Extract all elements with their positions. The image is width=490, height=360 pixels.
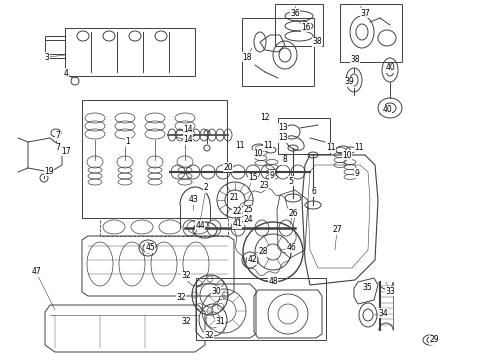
Text: 33: 33 xyxy=(385,287,395,296)
Text: 10: 10 xyxy=(253,148,263,158)
Text: 47: 47 xyxy=(31,267,41,276)
Text: 21: 21 xyxy=(229,193,239,202)
Bar xyxy=(82,100,227,218)
Text: 23: 23 xyxy=(259,180,269,189)
Text: 38: 38 xyxy=(350,55,360,64)
Text: 42: 42 xyxy=(247,256,257,265)
Text: 38: 38 xyxy=(312,37,322,46)
Text: 37: 37 xyxy=(360,9,370,18)
Text: 40: 40 xyxy=(385,63,395,72)
Text: 5: 5 xyxy=(289,176,294,185)
Text: 14: 14 xyxy=(183,126,193,135)
Text: 39: 39 xyxy=(344,77,354,86)
Text: 45: 45 xyxy=(145,243,155,252)
Text: 40: 40 xyxy=(382,105,392,114)
Text: 46: 46 xyxy=(286,243,296,252)
Text: 11: 11 xyxy=(263,141,273,150)
Text: 44: 44 xyxy=(195,220,205,230)
Text: 43: 43 xyxy=(188,195,198,204)
Text: 7: 7 xyxy=(55,144,60,153)
Text: 9: 9 xyxy=(355,168,360,177)
Text: 7: 7 xyxy=(55,131,60,140)
Text: 1: 1 xyxy=(125,138,130,147)
Text: 26: 26 xyxy=(288,208,298,217)
Text: 32: 32 xyxy=(176,292,186,302)
Text: 10: 10 xyxy=(342,150,352,159)
Text: 35: 35 xyxy=(362,283,372,292)
Text: 36: 36 xyxy=(290,9,300,18)
Text: 20: 20 xyxy=(223,162,233,171)
Text: 14: 14 xyxy=(183,135,193,144)
Text: 6: 6 xyxy=(312,188,317,197)
Text: 31: 31 xyxy=(215,318,225,327)
Text: 34: 34 xyxy=(378,309,388,318)
Text: 8: 8 xyxy=(283,156,287,165)
Bar xyxy=(242,18,314,86)
Text: 19: 19 xyxy=(44,166,54,175)
Text: 32: 32 xyxy=(204,330,214,339)
Text: 41: 41 xyxy=(232,220,242,229)
Text: 29: 29 xyxy=(429,336,439,345)
Text: 12: 12 xyxy=(260,113,270,122)
Text: 32: 32 xyxy=(181,318,191,327)
Text: 13: 13 xyxy=(278,123,288,132)
Text: 30: 30 xyxy=(211,287,221,296)
Bar xyxy=(278,118,330,154)
Bar xyxy=(100,218,228,236)
Text: 18: 18 xyxy=(242,53,252,62)
Text: 9: 9 xyxy=(270,171,274,180)
Text: 16: 16 xyxy=(301,22,311,31)
Text: 15: 15 xyxy=(248,174,258,183)
Text: 11: 11 xyxy=(235,141,245,150)
Text: 27: 27 xyxy=(332,225,342,234)
Text: 25: 25 xyxy=(243,206,253,215)
Bar xyxy=(196,278,326,340)
Bar xyxy=(65,28,195,76)
Bar xyxy=(45,36,65,58)
Text: 32: 32 xyxy=(181,271,191,280)
Text: 22: 22 xyxy=(232,207,242,216)
Text: 17: 17 xyxy=(61,147,71,156)
Text: 11: 11 xyxy=(326,144,336,153)
Bar xyxy=(275,4,323,46)
Text: 28: 28 xyxy=(258,248,268,256)
Text: 13: 13 xyxy=(278,134,288,143)
Text: 4: 4 xyxy=(64,68,69,77)
Text: 24: 24 xyxy=(243,216,253,225)
Bar xyxy=(340,4,402,62)
Text: 11: 11 xyxy=(354,144,364,153)
Text: 2: 2 xyxy=(204,184,208,193)
Text: 3: 3 xyxy=(45,53,49,62)
Text: 48: 48 xyxy=(268,278,278,287)
